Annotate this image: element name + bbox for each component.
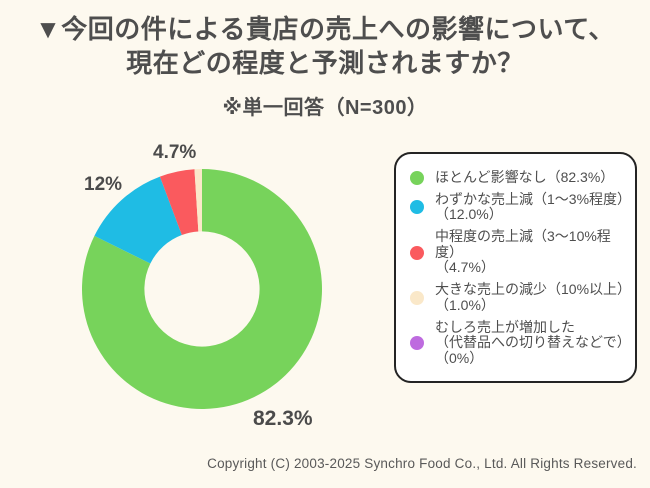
- legend-color-dot: [410, 200, 424, 215]
- header: ▼今回の件による貴店の売上への影響について、 現在どの程度と予測されますか？ ※…: [0, 12, 650, 120]
- legend-item-label: むしろ売上が増加した （代替品への切り替えなどで） （0%）: [435, 318, 631, 366]
- donut-segment: [159, 169, 199, 236]
- donut-segment: [194, 169, 202, 232]
- legend-item-label: ほとんど影響なし（82.3%）: [435, 169, 615, 185]
- slice-label-moderate-decrease: 4.7%: [153, 142, 197, 163]
- legend-item: わずかな売上減（1〜3%程度） （12.0%）: [410, 190, 632, 223]
- legend-color-dot: [410, 335, 424, 350]
- donut-chart-svg: [82, 169, 322, 409]
- legend-color-dot: [410, 170, 424, 185]
- legend-color-dot: [410, 245, 424, 260]
- legend-item-label: 中程度の売上減（3〜10%程度） （4.7%）: [435, 228, 611, 276]
- slice-label-no-impact: 82.3%: [253, 407, 313, 430]
- donut-segment: [82, 169, 322, 409]
- page-title-line1: ▼今回の件による貴店の売上への影響について、: [35, 14, 615, 44]
- chart-legend: ほとんど影響なし（82.3%） わずかな売上減（1〜3%程度） （12.0%） 中程度…: [394, 152, 637, 383]
- legend-item-label: わずかな売上減（1〜3%程度） （12.0%）: [435, 190, 632, 223]
- survey-subtitle: ※単一回答（N=300）: [222, 97, 428, 119]
- legend-item: 中程度の売上減（3〜10%程度） （4.7%）: [410, 229, 625, 276]
- legend-item: ほとんど影響なし（82.3%）: [410, 169, 625, 186]
- page-title-line2: 現在どの程度と予測されますか？: [126, 48, 524, 78]
- slice-label-slight-decrease: 12%: [84, 174, 123, 195]
- legend-item: むしろ売上が増加した （代替品への切り替えなどで） （0%）: [410, 318, 631, 367]
- legend-color-dot: [410, 290, 424, 305]
- copyright-text: Copyright (C) 2003-2025 Synchro Food Co.…: [207, 456, 637, 471]
- legend-item-label: 大きな売上の減少（10%以上） （1.0%）: [435, 281, 632, 313]
- donut-segment: [94, 176, 182, 264]
- donut-chart: [82, 169, 322, 409]
- legend-item: 大きな売上の減少（10%以上） （1.0%）: [410, 281, 632, 313]
